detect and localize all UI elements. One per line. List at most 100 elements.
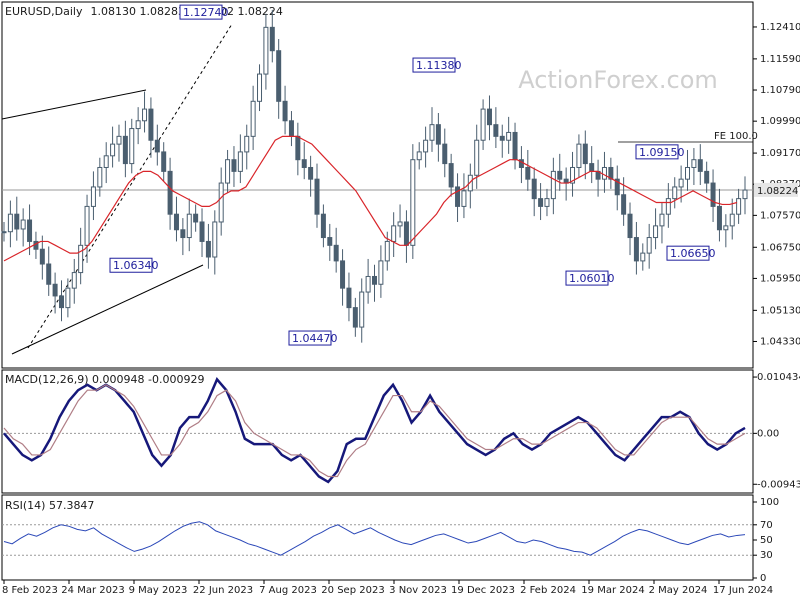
candle: [173, 196, 179, 242]
candle: [359, 278, 365, 343]
channel-upper-line: [1, 89, 147, 120]
candle: [14, 196, 20, 241]
price-panel: ActionForex.com EURUSD,Daily 1.08130 1.08…: [1, 1, 800, 369]
candle-body: [608, 166, 614, 180]
candle-body: [372, 275, 377, 285]
candle-body: [142, 108, 148, 122]
candle: [186, 198, 192, 252]
candle: [723, 214, 729, 248]
candle: [557, 153, 563, 191]
candle: [39, 235, 45, 280]
candle-body: [742, 189, 748, 200]
candle-body: [659, 213, 665, 227]
candle-body: [180, 229, 186, 239]
candle: [103, 142, 109, 184]
candle: [582, 130, 588, 180]
candle-body: [173, 213, 179, 231]
candle: [250, 85, 256, 150]
rsi-header: RSI(14) 57.3847: [5, 499, 94, 512]
candle: [672, 177, 678, 209]
candle: [263, 13, 269, 90]
candle: [499, 124, 505, 158]
candle-body: [550, 170, 556, 200]
candle: [205, 223, 211, 269]
candle-body: [167, 170, 173, 215]
candle: [308, 155, 314, 197]
candle: [365, 258, 371, 304]
candle-body: [474, 139, 480, 176]
rsi-plot: [2, 521, 753, 556]
macd-plot: [2, 377, 753, 484]
candle: [372, 264, 377, 302]
candle-body: [78, 244, 84, 274]
candle-body: [499, 135, 505, 141]
price-tick-label: 1.09170: [760, 148, 800, 159]
candle: [269, 9, 275, 63]
candle: [665, 183, 671, 228]
price-tick-label: 1.09990: [760, 116, 800, 127]
rsi-tick-label: 0: [760, 573, 766, 584]
price-tick-label: 1.11590: [760, 54, 800, 65]
rsi-y-axis: 100 70 50 30 0: [753, 497, 779, 584]
candle: [474, 124, 480, 189]
candle-body: [282, 100, 288, 122]
candle: [685, 149, 691, 191]
candle-body: [723, 225, 729, 231]
macd-y-axis: 0.010434 0.00 -0.009436: [753, 372, 800, 490]
candle-body: [633, 237, 639, 262]
candle-body: [135, 120, 141, 130]
watermark: ActionForex.com: [518, 66, 718, 94]
macd-line: [3, 377, 746, 484]
candle-body: [455, 186, 461, 207]
candle: [435, 112, 441, 162]
candle-body: [704, 170, 710, 184]
candle-body: [20, 219, 26, 230]
annotation-1-06650: 1.06650: [666, 245, 716, 261]
candle-body: [442, 143, 448, 165]
price-tick-label: 1.07570: [760, 210, 800, 221]
candle: [531, 167, 537, 217]
candle-body: [493, 124, 499, 137]
candle-body: [691, 159, 697, 168]
candle: [78, 227, 84, 285]
candle-body: [110, 143, 116, 157]
annotation-1-06010: 1.06010: [565, 270, 615, 286]
channel-lower-line: [11, 264, 204, 355]
candle-body: [384, 240, 390, 262]
signal-line: [3, 384, 746, 478]
candle: [1, 221, 7, 242]
candle-body: [199, 221, 205, 242]
candle-body: [212, 221, 218, 258]
candle: [378, 245, 384, 298]
candle-body: [225, 159, 231, 184]
candle: [257, 64, 263, 112]
candle-body: [359, 291, 365, 328]
annotation-box: [412, 57, 456, 73]
candle: [20, 208, 26, 247]
candle-body: [627, 213, 633, 239]
candle-body: [685, 166, 691, 180]
candle: [199, 208, 205, 258]
rsi-tick-label: 100: [760, 497, 779, 508]
candle-body: [576, 143, 582, 168]
candle: [410, 144, 416, 259]
projection-dashed-line: [27, 23, 233, 349]
price-tick-label: 1.05950: [760, 273, 800, 284]
price-tick-label: 1.12410: [760, 22, 800, 33]
candle: [716, 188, 722, 242]
candle-body: [320, 213, 326, 239]
candle-body: [506, 131, 512, 141]
candle-body: [27, 219, 33, 242]
price-plot: [1, 9, 753, 355]
candle-body: [257, 73, 263, 102]
x-tick-label: 9 May 2023: [129, 585, 188, 596]
candle-body: [621, 194, 627, 215]
candle: [167, 157, 173, 230]
candle-body: [71, 272, 77, 289]
candle: [646, 223, 652, 269]
candle: [653, 208, 659, 250]
candle-body: [410, 159, 416, 246]
fe-label: FE 100.0: [714, 131, 758, 142]
candle-body: [716, 205, 722, 231]
